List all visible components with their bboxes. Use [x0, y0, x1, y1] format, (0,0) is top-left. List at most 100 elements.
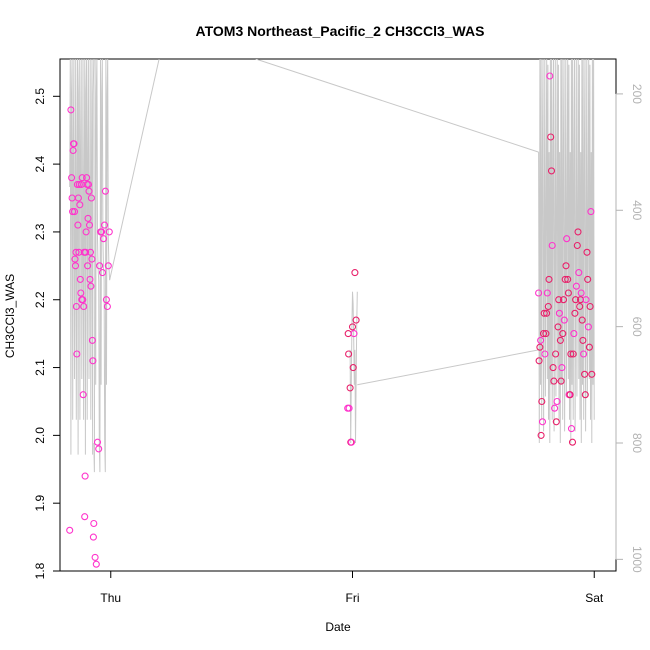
- data-point: [559, 296, 568, 304]
- chart-title: ATOM3 Northeast_Pacific_2 CH3CCl3_WAS: [196, 23, 485, 39]
- data-point: [80, 302, 88, 311]
- data-point: [351, 269, 359, 277]
- secondary-y-tick-label: 200: [630, 84, 644, 104]
- data-point: [559, 330, 567, 338]
- secondary-trace: [93, 59, 111, 473]
- data-point: [88, 255, 96, 263]
- data-point: [558, 364, 566, 372]
- data-point: [537, 336, 545, 344]
- data-point: [344, 330, 352, 338]
- data-point: [74, 194, 82, 202]
- data-point: [553, 397, 561, 406]
- data-point: [546, 72, 554, 80]
- data-point: [588, 370, 596, 378]
- data-point: [73, 350, 81, 358]
- secondary-trace: [357, 349, 539, 386]
- data-point: [74, 221, 82, 229]
- data-point: [102, 296, 110, 304]
- data-point: [535, 357, 543, 365]
- data-point: [560, 316, 568, 324]
- data-point: [548, 241, 556, 250]
- data-point: [86, 248, 95, 256]
- data-point: [575, 269, 583, 277]
- data-point: [67, 106, 75, 114]
- data-point: [556, 336, 564, 344]
- y-tick-label: 2.1: [33, 359, 47, 376]
- data-points-layer: [66, 72, 596, 568]
- data-point: [547, 133, 555, 141]
- data-point: [345, 350, 353, 358]
- data-point: [350, 330, 358, 338]
- data-point: [96, 262, 104, 270]
- y-tick-label: 1.9: [33, 495, 47, 512]
- x-axis: Thu Fri Sat: [100, 570, 604, 605]
- data-point: [578, 316, 586, 324]
- data-point: [99, 235, 108, 243]
- data-point: [543, 309, 551, 317]
- data-point: [562, 262, 570, 270]
- data-point: [89, 533, 97, 541]
- data-point: [540, 309, 548, 317]
- data-point: [536, 343, 544, 351]
- data-point: [75, 180, 83, 189]
- secondary-trace: [538, 59, 595, 444]
- data-point: [69, 208, 77, 216]
- secondary-y-tick-label: 800: [630, 433, 644, 453]
- data-point: [577, 289, 585, 297]
- data-point: [105, 228, 113, 236]
- data-point: [564, 289, 572, 297]
- data-point: [580, 350, 588, 358]
- data-point: [77, 289, 85, 297]
- data-point: [571, 309, 579, 317]
- data-point: [70, 208, 79, 216]
- data-point: [552, 418, 560, 426]
- data-point: [555, 296, 563, 304]
- data-point: [84, 180, 93, 189]
- data-point: [542, 330, 550, 338]
- data-point: [103, 302, 111, 311]
- data-point: [100, 221, 109, 229]
- y-tick-label: 1.8: [33, 562, 47, 579]
- secondary-trace-layer: [69, 59, 595, 473]
- secondary-trace: [69, 59, 95, 455]
- data-point: [71, 255, 79, 263]
- data-point: [585, 343, 593, 351]
- data-point: [543, 289, 551, 297]
- data-point: [79, 391, 87, 399]
- data-point: [576, 302, 584, 311]
- secondary-trace: [109, 59, 160, 281]
- data-point: [349, 364, 357, 372]
- data-point: [72, 248, 80, 256]
- data-point: [584, 323, 592, 331]
- data-point: [574, 228, 582, 236]
- data-point: [586, 302, 594, 311]
- data-point: [101, 187, 109, 195]
- data-point: [552, 350, 560, 358]
- data-point: [72, 302, 80, 311]
- data-point: [73, 180, 81, 189]
- data-point: [86, 275, 94, 283]
- data-point: [79, 296, 87, 304]
- data-point: [549, 364, 557, 372]
- data-point: [582, 296, 590, 304]
- data-point: [70, 140, 78, 148]
- data-point: [583, 248, 591, 256]
- data-point: [587, 208, 595, 216]
- data-point: [81, 513, 89, 521]
- y-axis: 1.8 1.9 2.0 2.1 2.2 2.3 2.4 2.5: [33, 88, 61, 579]
- data-point: [87, 282, 95, 290]
- data-point: [550, 377, 558, 385]
- data-point: [78, 174, 86, 182]
- data-point: [551, 404, 559, 412]
- data-point: [98, 228, 106, 236]
- data-point: [570, 330, 578, 338]
- data-point: [68, 174, 76, 182]
- data-point: [345, 404, 353, 412]
- data-point: [581, 391, 589, 399]
- data-point: [568, 438, 577, 446]
- x-tick-label: Fri: [346, 591, 360, 605]
- data-point: [567, 350, 575, 358]
- data-point: [537, 431, 545, 439]
- data-point: [569, 350, 577, 358]
